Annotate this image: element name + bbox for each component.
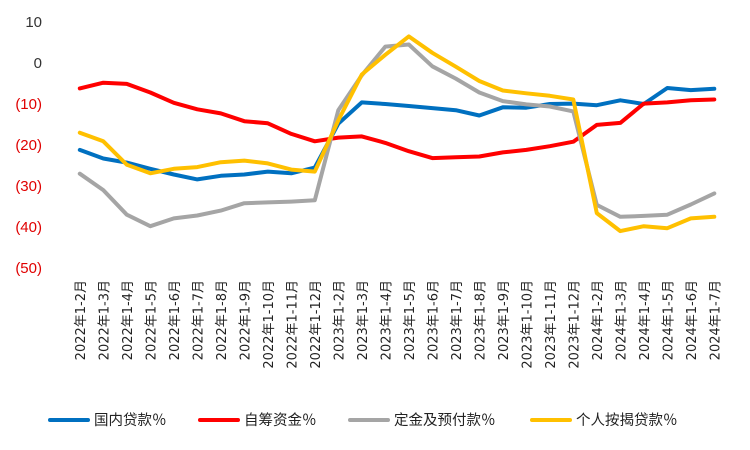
- x-tick-label: 2023年1-4月: [379, 280, 394, 360]
- x-tick-label: 2022年1-5月: [144, 280, 159, 360]
- x-tick-label: 2022年1-4月: [121, 280, 136, 360]
- x-tick-label: 2023年1-10月: [520, 280, 535, 369]
- x-tick-label: 2023年1-11月: [544, 280, 559, 369]
- x-tick-label: 2022年1-9月: [238, 280, 253, 360]
- x-tick-label: 2023年1-2月: [332, 280, 347, 360]
- x-tick-label: 2023年1-5月: [403, 280, 418, 360]
- x-tick-label: 2023年1-6月: [426, 280, 441, 360]
- x-tick-label: 2023年1-7月: [450, 280, 465, 360]
- y-tick-label: 10: [25, 14, 42, 31]
- series-line-1: [77, 80, 717, 161]
- x-tick-label: 2022年1-7月: [191, 280, 206, 360]
- x-tick-label: 2022年1-6月: [168, 280, 183, 360]
- x-tick-label: 2024年1-3月: [614, 280, 629, 360]
- legend-label: 定金及预付款％: [394, 412, 496, 429]
- x-tick-label: 2022年1-3月: [97, 280, 112, 360]
- x-tick-label: 2024年1-2月: [591, 280, 606, 360]
- series-lines: [77, 34, 717, 234]
- x-tick-label: 2022年1-12月: [309, 280, 324, 369]
- x-axis: 2022年1-2月 2022年1-3月 2022年1-4月 2022年1-5月 2022…: [74, 280, 724, 369]
- x-tick-label: 2022年1-2月: [74, 280, 89, 360]
- x-tick-label: 2024年1-4月: [638, 280, 653, 360]
- y-tick-label: 0: [34, 55, 42, 72]
- x-tick-label: 2022年1-11月: [285, 280, 300, 369]
- y-tick-label: (20): [15, 137, 42, 154]
- x-tick-label: 2023年1-9月: [497, 280, 512, 360]
- legend: 国内贷款％ 自筹资金％ 定金及预付款％ 个人按揭贷款％: [48, 412, 678, 429]
- x-tick-label: 2023年1-12月: [567, 280, 582, 369]
- x-tick-label: 2023年1-8月: [473, 280, 488, 360]
- x-tick-label: 2024年1-5月: [661, 280, 676, 360]
- y-axis: 10 0 (10) (20) (30) (40) (50): [15, 14, 42, 277]
- x-tick-label: 2023年1-3月: [356, 280, 371, 360]
- x-tick-label: 2022年1-10月: [262, 280, 277, 369]
- legend-label: 国内贷款％: [94, 412, 167, 429]
- y-tick-label: (10): [15, 96, 42, 113]
- series-line-3: [77, 34, 717, 234]
- y-tick-label: (40): [15, 219, 42, 236]
- x-tick-label: 2024年1-7月: [708, 280, 723, 360]
- legend-label: 自筹资金％: [244, 412, 317, 429]
- y-tick-label: (30): [15, 178, 42, 195]
- x-tick-label: 2022年1-8月: [215, 280, 230, 360]
- x-tick-label: 2024年1-6月: [685, 280, 700, 360]
- y-tick-label: (50): [15, 260, 42, 277]
- series-line-2: [77, 42, 717, 229]
- series-line-0: [77, 86, 717, 182]
- legend-label: 个人按揭贷款％: [576, 412, 678, 429]
